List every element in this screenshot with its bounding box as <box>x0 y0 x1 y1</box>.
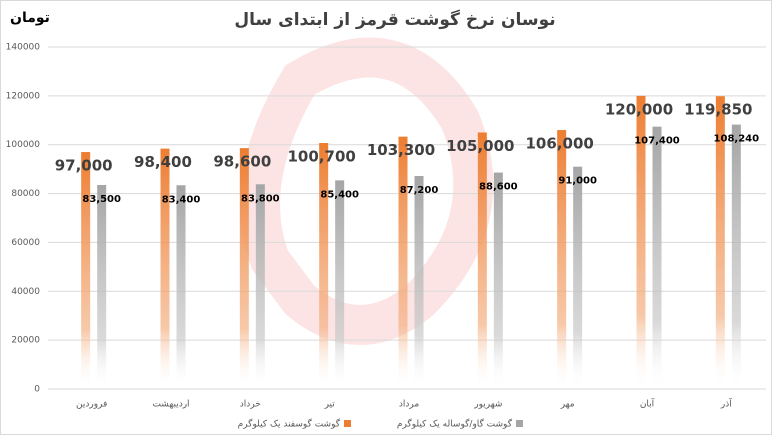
bar <box>557 130 567 390</box>
bar <box>731 124 741 389</box>
legend-label: گوشت گاو/گوساله یک کیلوگرم <box>397 418 513 430</box>
bar <box>97 185 107 389</box>
bar <box>335 180 345 389</box>
bar <box>636 95 646 389</box>
bar <box>652 126 662 389</box>
bar <box>319 143 329 389</box>
bar <box>715 96 725 389</box>
data-label: 91,000 <box>558 176 597 187</box>
x-tick-label: تیر <box>324 400 336 410</box>
data-label: 83,800 <box>241 193 280 204</box>
x-tick-label: آبان <box>640 398 655 410</box>
bar <box>81 152 91 389</box>
data-label: 88,600 <box>479 182 518 193</box>
x-tick-label: مرداد <box>399 400 419 410</box>
data-label: 107,400 <box>634 136 680 147</box>
bar <box>414 175 424 389</box>
y-tick-label: 0 <box>34 385 40 395</box>
bar <box>255 184 265 389</box>
bar <box>477 132 487 389</box>
data-label: 98,400 <box>134 153 192 171</box>
bar <box>573 166 583 389</box>
y-tick-label: 60000 <box>11 238 40 248</box>
data-label: 98,600 <box>213 153 271 171</box>
data-label: 120,000 <box>605 100 673 118</box>
y-tick-label: 40000 <box>11 287 40 297</box>
data-label: 87,200 <box>400 185 439 196</box>
data-label: 119,850 <box>684 101 752 119</box>
x-tick-label: آذر <box>720 398 732 410</box>
bar <box>493 172 503 389</box>
y-tick-label: 80000 <box>11 189 40 199</box>
data-label: 100,700 <box>288 148 356 166</box>
bar <box>398 136 408 389</box>
legend-swatch <box>516 420 523 427</box>
data-label: 106,000 <box>526 135 594 153</box>
y-tick-label: 120000 <box>6 91 41 101</box>
bar <box>176 185 186 389</box>
y-axis-label: تومان <box>10 10 50 26</box>
x-tick-label: شهریور <box>473 400 502 410</box>
y-tick-label: 140000 <box>6 43 41 53</box>
legend-label: گوشت گوسفند یک کیلوگرم <box>238 418 341 430</box>
y-tick-label: 20000 <box>11 336 40 346</box>
chart-title: نوسان نرخ گوشت قرمز از ابتدای سال <box>234 9 555 30</box>
x-tick-label: اردیبهشت <box>152 400 189 410</box>
bar <box>239 148 249 389</box>
x-tick-label: مهر <box>560 400 575 410</box>
data-label: 97,000 <box>55 157 113 175</box>
data-label: 83,500 <box>82 194 121 205</box>
bar <box>160 148 170 389</box>
data-label: 108,240 <box>714 134 760 145</box>
y-tick-label: 100000 <box>6 140 41 150</box>
x-tick-label: فروردین <box>76 400 107 410</box>
data-label: 105,000 <box>446 137 514 155</box>
data-label: 83,400 <box>162 194 201 205</box>
x-tick-label: خرداد <box>240 400 261 410</box>
data-label: 85,400 <box>320 189 359 200</box>
legend-swatch <box>344 420 351 427</box>
data-label: 103,300 <box>367 141 435 159</box>
